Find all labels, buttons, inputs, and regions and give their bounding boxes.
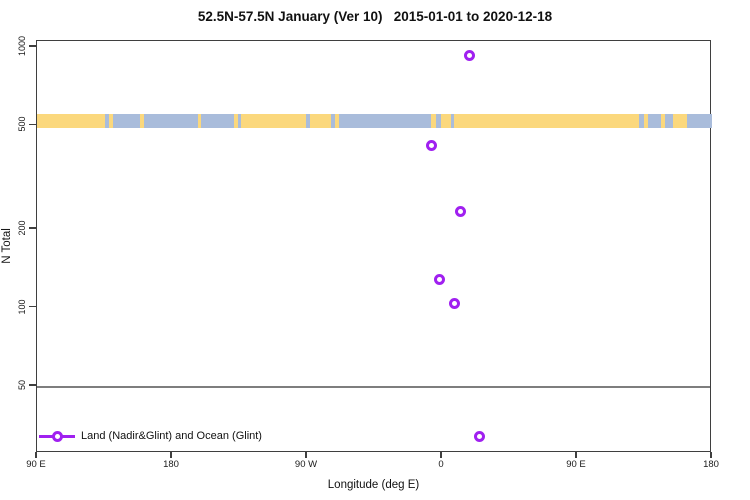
reference-line-50 — [37, 386, 710, 388]
band-ocean-segment — [647, 114, 661, 128]
data-point — [454, 206, 466, 218]
y-tick-mark — [29, 227, 36, 229]
x-tick-mark — [575, 452, 577, 458]
band-land-segment — [37, 114, 106, 128]
band-ocean-segment — [201, 114, 235, 128]
y-tick-label: 500 — [17, 116, 27, 132]
band-ocean-segment — [144, 114, 199, 128]
y-axis-title: N Total — [1, 228, 13, 264]
data-point — [433, 274, 445, 286]
band-land-segment — [234, 114, 239, 128]
x-tick-mark — [170, 452, 172, 458]
band-land-segment — [335, 114, 339, 128]
x-tick-mark — [35, 452, 37, 458]
band-land-segment — [240, 114, 307, 128]
y-tick-label: 50 — [17, 380, 27, 391]
x-tick-label: 180 — [703, 459, 719, 470]
band-ocean-segment — [664, 114, 673, 128]
band-ocean-segment — [306, 114, 310, 128]
y-tick-mark — [29, 123, 36, 126]
band-ocean-segment — [113, 114, 141, 128]
data-point — [448, 297, 460, 309]
y-tick-label: 200 — [17, 220, 27, 236]
band-ocean-segment — [238, 114, 241, 128]
band-ocean-segment — [435, 114, 442, 128]
band-ocean-segment — [639, 114, 644, 128]
band-ocean-segment — [450, 114, 455, 128]
x-tick-label: 180 — [163, 459, 179, 470]
legend-marker-icon — [39, 430, 75, 442]
y-tick-mark — [29, 384, 36, 386]
band-ocean-segment — [338, 114, 432, 128]
data-point — [474, 431, 485, 443]
band-land-segment — [672, 114, 688, 128]
band-ocean-segment — [687, 114, 712, 128]
band-land-segment — [309, 114, 332, 128]
band-land-segment — [660, 114, 665, 128]
y-tick-mark — [29, 45, 36, 47]
x-tick-label: 90 E — [26, 459, 46, 470]
legend-label: Land (Nadir&Glint) and Ocean (Glint) — [81, 430, 262, 442]
band-land-segment — [140, 114, 145, 128]
legend: Land (Nadir&Glint) and Ocean (Glint) — [39, 429, 262, 443]
band-land-segment — [643, 114, 648, 128]
y-tick-label: 1000 — [17, 35, 27, 57]
x-tick-mark — [305, 452, 307, 458]
band-land-segment — [431, 114, 436, 128]
band-ocean-segment — [331, 114, 336, 128]
y-tick-mark — [29, 305, 36, 308]
band-land-segment — [441, 114, 451, 128]
x-axis-title: Longitude (deg E) — [327, 479, 420, 491]
x-tick-label: 90 E — [566, 459, 586, 470]
circle-marker-icon — [52, 430, 63, 442]
band-land-segment — [109, 114, 114, 128]
data-point — [426, 139, 437, 151]
data-point — [463, 49, 475, 61]
band-land-segment — [454, 114, 640, 128]
x-tick-label: 0 — [438, 459, 444, 470]
x-tick-mark — [440, 452, 442, 458]
y-tick-label: 100 — [17, 299, 27, 315]
land-ocean-band — [37, 114, 712, 128]
band-land-segment — [198, 114, 201, 128]
page-title: 52.5N-57.5N January (Ver 10) 2015-01-01 … — [197, 9, 553, 24]
plot-area: Land (Nadir&Glint) and Ocean (Glint) — [36, 40, 712, 452]
x-tick-mark — [710, 452, 712, 458]
band-ocean-segment — [105, 114, 110, 128]
x-tick-label: 90 W — [294, 459, 318, 470]
